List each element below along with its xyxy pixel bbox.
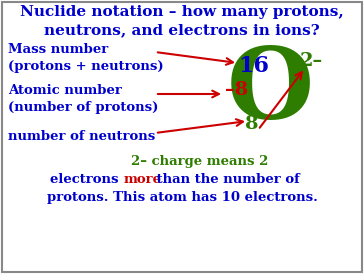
Text: O: O	[226, 44, 313, 141]
Text: Mass number: Mass number	[8, 43, 108, 56]
Text: 8: 8	[245, 115, 258, 133]
Text: Nuclide notation – how many protons,: Nuclide notation – how many protons,	[20, 5, 344, 19]
Text: (protons + neutrons): (protons + neutrons)	[8, 60, 164, 73]
Text: more: more	[124, 173, 162, 186]
Text: protons. This atom has 10 electrons.: protons. This atom has 10 electrons.	[47, 191, 317, 204]
Text: neutrons, and electrons in ions?: neutrons, and electrons in ions?	[44, 23, 320, 37]
Text: –8: –8	[225, 81, 248, 99]
Text: 2–: 2–	[300, 52, 323, 70]
Text: 2– charge means 2: 2– charge means 2	[131, 155, 269, 168]
Text: Atomic number: Atomic number	[8, 84, 122, 97]
Text: (number of protons): (number of protons)	[8, 101, 158, 114]
Text: 16: 16	[238, 55, 269, 77]
Text: electrons: electrons	[50, 173, 123, 186]
Text: number of neutrons: number of neutrons	[8, 130, 155, 143]
Text: than the number of: than the number of	[152, 173, 300, 186]
